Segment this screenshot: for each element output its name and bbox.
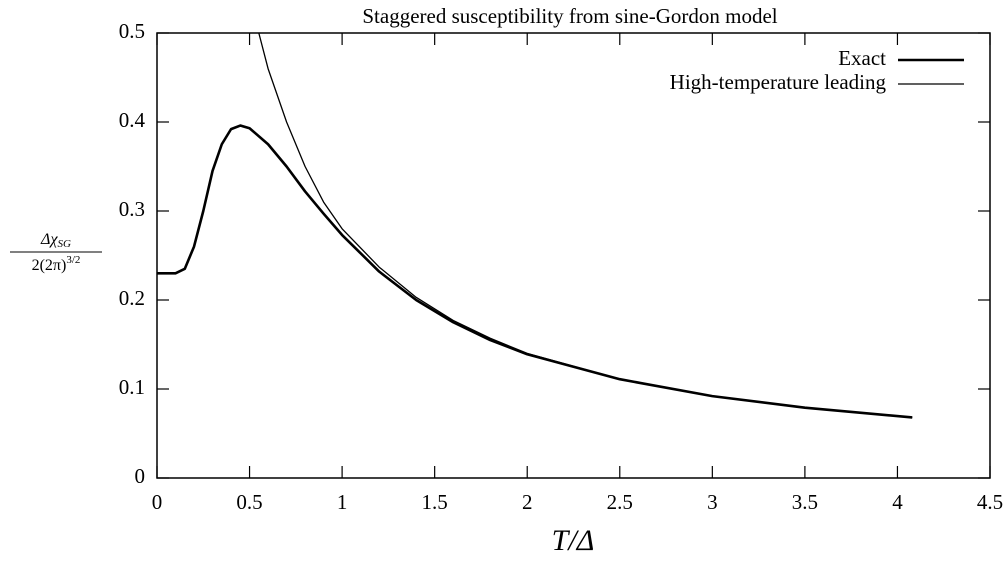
plot-frame [156, 32, 991, 479]
y-axis-label: ΔχSG 2(2π)3/2 [10, 231, 102, 274]
y-tick-label: 0.5 [119, 19, 145, 43]
chart-title: Staggered susceptibility from sine-Gordo… [362, 4, 777, 28]
x-tick-label: 2 [522, 490, 533, 514]
y-label-numerator: ΔχSG [40, 231, 71, 250]
series-line [157, 124, 913, 419]
y-tick-label: 0.2 [119, 286, 145, 310]
x-tick-label: 4.5 [977, 490, 1003, 514]
x-tick-label: 1.5 [422, 490, 448, 514]
series-line [258, 33, 913, 419]
x-tick-label: 2.5 [607, 490, 633, 514]
legend-label: High-temperature leading [670, 70, 887, 94]
y-label-denominator: 2(2π)3/2 [32, 254, 81, 274]
y-tick-label: 0.4 [119, 108, 146, 132]
y-tick-label: 0 [135, 464, 146, 488]
legend-label: Exact [838, 46, 886, 70]
y-label-den-sup: 3/2 [66, 254, 80, 266]
x-tick-label: 3 [707, 490, 718, 514]
y-tick-label: 0.1 [119, 375, 145, 399]
y-label-den-main: 2(2π) [32, 257, 67, 274]
y-label-num-sub: SG [57, 238, 71, 250]
x-tick-label: 3.5 [792, 490, 818, 514]
x-tick-label: 1 [337, 490, 348, 514]
x-tick-label: 4 [892, 490, 903, 514]
y-tick-label: 0.3 [119, 197, 145, 221]
x-tick-label: 0 [152, 490, 163, 514]
x-tick-label: 0.5 [236, 490, 262, 514]
y-label-num-main: Δχ [40, 231, 58, 248]
x-axis-label: T/Δ [552, 524, 595, 557]
